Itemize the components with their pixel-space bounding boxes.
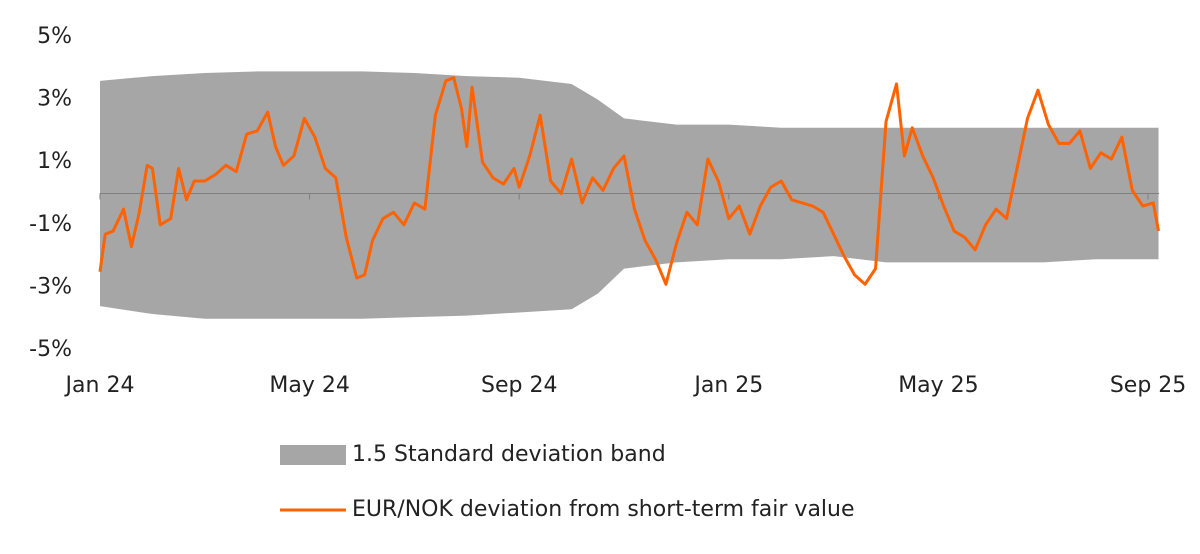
y-tick-label: -3% bbox=[29, 274, 72, 299]
y-tick-label: -1% bbox=[29, 212, 72, 237]
legend-swatch bbox=[280, 445, 346, 465]
x-tick-label: May 24 bbox=[269, 373, 349, 398]
y-tick-label: 3% bbox=[37, 87, 72, 112]
x-tick-label: Sep 25 bbox=[1110, 373, 1186, 398]
x-tick-label: May 25 bbox=[898, 373, 978, 398]
deviation-band bbox=[100, 71, 1159, 319]
x-tick-label: Jan 25 bbox=[692, 373, 763, 398]
x-tick-label: Jan 24 bbox=[64, 373, 135, 398]
legend-label: EUR/NOK deviation from short-term fair v… bbox=[352, 497, 855, 522]
y-tick-label: -5% bbox=[29, 337, 72, 362]
y-tick-label: 1% bbox=[37, 149, 72, 174]
y-tick-label: 5% bbox=[37, 24, 72, 49]
x-tick-label: Sep 24 bbox=[481, 373, 557, 398]
deviation-line bbox=[98, 76, 1160, 286]
legend-label: 1.5 Standard deviation band bbox=[352, 442, 666, 467]
